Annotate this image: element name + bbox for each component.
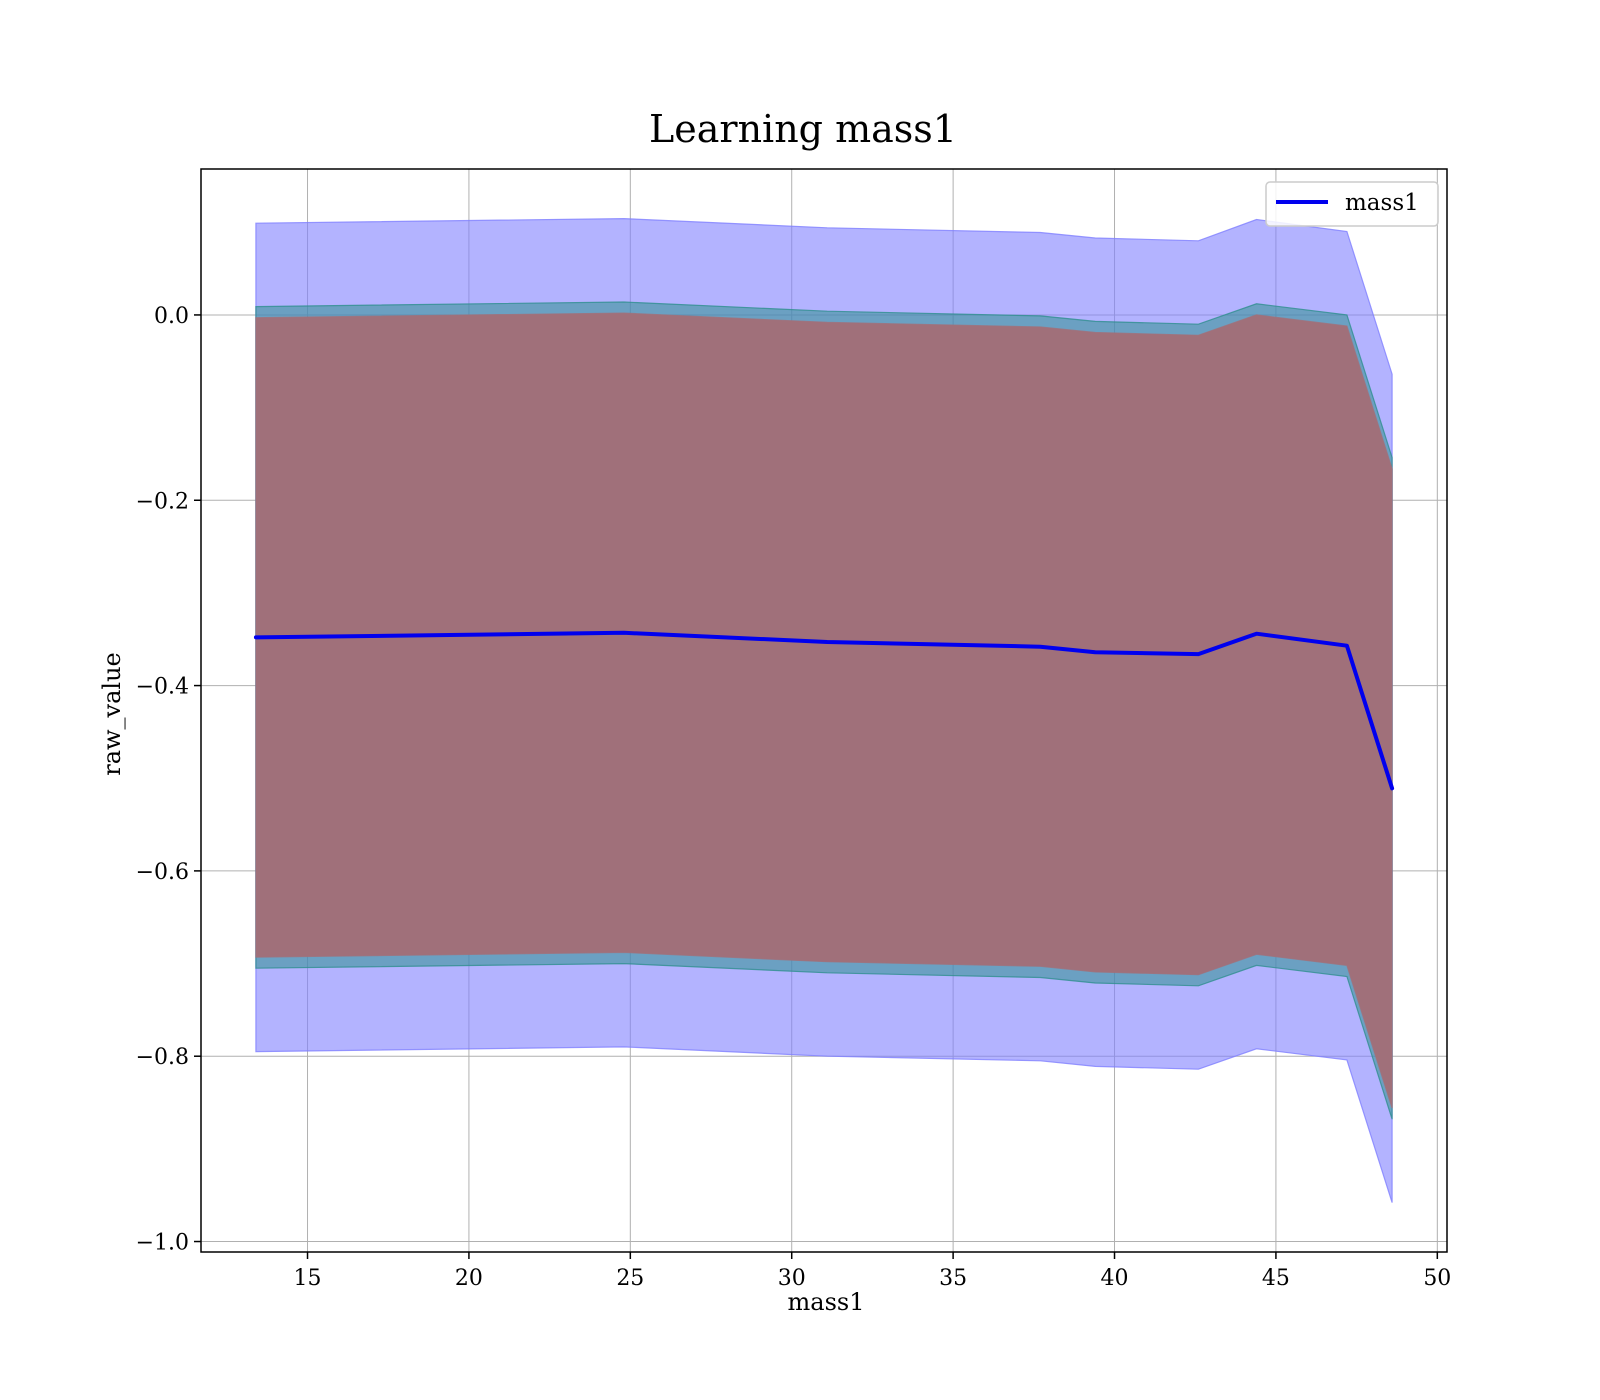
- x-tick-label-3: 30: [778, 1266, 806, 1291]
- x-tick-label-5: 40: [1101, 1266, 1129, 1291]
- x-tick-label-4: 35: [939, 1266, 967, 1291]
- y-tick-label-2: −0.4: [136, 675, 189, 700]
- band-2: [255, 312, 1393, 1109]
- x-tick-label-6: 45: [1262, 1266, 1290, 1291]
- y-tick-label-3: −0.6: [136, 860, 189, 885]
- legend-label-mass1: mass1: [1345, 190, 1419, 216]
- x-tick-label-1: 20: [455, 1266, 483, 1291]
- y-tick-label-5: −1.0: [136, 1231, 189, 1256]
- x-tick-label-2: 25: [616, 1266, 644, 1291]
- legend: mass1: [1265, 181, 1439, 227]
- axes-frame: [200, 168, 1448, 1253]
- y-axis-label: raw_value: [98, 652, 126, 776]
- x-tick-label-0: 15: [294, 1266, 322, 1291]
- chart-title: Learning mass1: [649, 107, 957, 151]
- y-tick-label-0: 0.0: [154, 304, 189, 329]
- y-tick-label-1: −0.2: [136, 489, 189, 514]
- legend-box: [1265, 181, 1439, 227]
- x-tick-label-7: 50: [1423, 1266, 1451, 1291]
- x-axis-label: mass1: [788, 1288, 865, 1316]
- y-tick-label-4: −0.8: [136, 1045, 189, 1070]
- plot-area: 15 20 25 30 35 40 45 50 0.0 −0.2 −0.4 −0.6 −0.8 −1.0: [136, 168, 1451, 1291]
- series-line-mass1: [253, 630, 1395, 791]
